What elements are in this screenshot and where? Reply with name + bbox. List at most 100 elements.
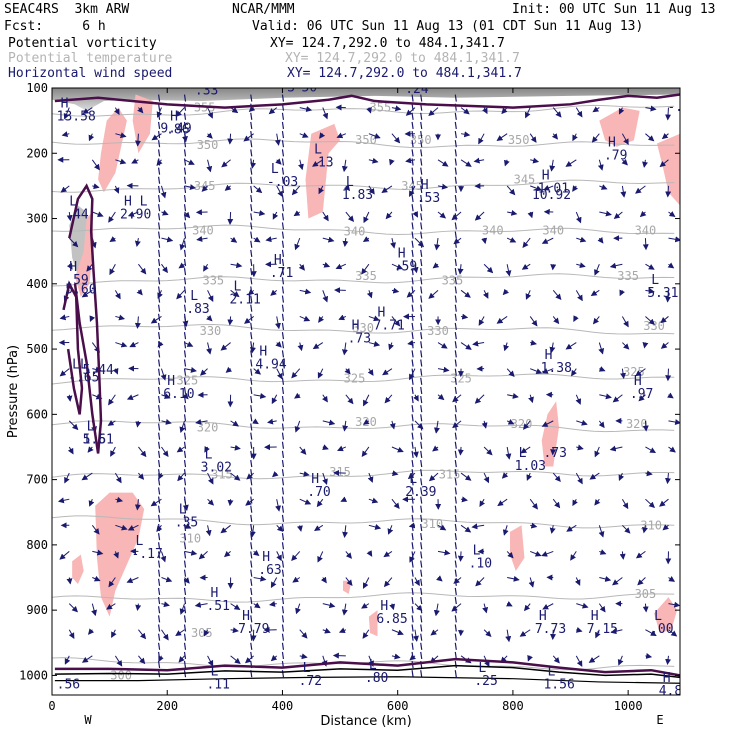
wind-vector (59, 368, 70, 377)
wind-vector (460, 496, 468, 503)
wind-vector-streak (250, 487, 253, 495)
hl-value: .44 (65, 207, 89, 222)
wind-vector (227, 499, 234, 507)
pink-region (98, 107, 127, 193)
wind-vector-streak (411, 258, 414, 267)
wind-vector (645, 288, 655, 294)
wind-vector-streak (411, 542, 414, 550)
wind-vector-streak (454, 533, 457, 541)
wind-vector-streak (420, 496, 423, 504)
wind-vector-streak (157, 295, 161, 303)
wind-vector-streak (183, 478, 187, 486)
wind-vector (91, 159, 100, 171)
wind-vector (194, 601, 208, 608)
wind-vector-streak (454, 204, 457, 212)
hl-letter: L (233, 279, 241, 294)
wind-vector (115, 341, 128, 348)
wind-vector (475, 577, 485, 587)
wind-vector (294, 420, 301, 433)
wind-vector (530, 157, 540, 164)
wind-vector (337, 445, 347, 452)
wind-vector (576, 602, 589, 609)
hl-letter: H (242, 609, 250, 624)
wind-vector-streak (250, 140, 253, 148)
wind-vector (609, 262, 623, 269)
wind-vector-streak (157, 478, 161, 486)
wind-vector-streak (281, 140, 285, 148)
wind-vector (610, 628, 623, 635)
wind-vector-streak (454, 560, 457, 568)
wind-vector-streak (411, 560, 414, 568)
wind-vector (224, 550, 231, 558)
wind-vector (127, 524, 139, 531)
wind-vector-streak (411, 322, 414, 331)
wind-vector-streak (420, 277, 423, 285)
wind-vector (382, 368, 393, 376)
wind-vector (115, 524, 128, 531)
hl-letter: L (87, 420, 95, 435)
wind-vector-streak (250, 249, 253, 257)
wind-vector-streak (157, 533, 161, 541)
wind-vector-streak (411, 514, 414, 522)
wind-vector-streak (250, 633, 253, 641)
wind-vector-streak (157, 130, 161, 139)
wind-vector-streak (411, 505, 414, 513)
wind-vector-streak (281, 469, 285, 477)
wind-vector (530, 522, 538, 529)
wind-vector (113, 185, 120, 194)
wind-vector (299, 653, 308, 660)
wind-vector (220, 524, 231, 534)
wind-vector-streak (420, 240, 423, 248)
wind-vector-streak (281, 569, 285, 577)
wind-vector (590, 289, 600, 297)
wind-vector (317, 368, 324, 379)
wind-vector-streak (250, 350, 253, 358)
wind-vector-streak (157, 414, 161, 422)
wind-vector (134, 133, 141, 147)
wind-vector (598, 603, 606, 613)
wind-vector-streak (250, 213, 253, 221)
wind-vector (336, 132, 347, 139)
wind-vector (112, 367, 119, 375)
wind-vector-streak (454, 569, 457, 577)
wind-vector-streak (420, 304, 423, 312)
wind-vector (294, 237, 301, 251)
wind-vector-streak (157, 606, 161, 614)
wind-vector-streak (454, 469, 457, 477)
wind-vector-streak (183, 204, 187, 212)
wind-vector-streak (411, 94, 414, 102)
wind-vector-streak (250, 286, 253, 294)
wind-vector-streak (183, 377, 187, 385)
wind-vector-streak (281, 414, 285, 422)
wind-vector (460, 289, 471, 298)
wind-vector-streak (250, 313, 253, 321)
wind-vector-streak (157, 395, 161, 404)
wind-vector-streak (411, 496, 414, 504)
wind-vector-streak (454, 441, 457, 449)
wind-vector (134, 316, 141, 329)
theta-label: 315 (439, 467, 461, 481)
wind-vector (138, 263, 147, 275)
wind-vector (428, 289, 439, 299)
hl-value: 4 (353, 77, 361, 92)
wind-vector (460, 107, 470, 115)
hl-letter: L (369, 658, 377, 673)
wind-vector (268, 107, 278, 115)
wind-vector-streak (183, 597, 187, 605)
x-tick-label: 200 (156, 699, 178, 713)
wind-vector-streak (281, 313, 285, 321)
hl-value: .53 (417, 191, 440, 206)
hl-value: 5.44 (83, 363, 114, 378)
x-axis-title: Distance (km) (320, 714, 411, 729)
wind-vector-streak (250, 597, 253, 605)
theta-label: 320 (511, 417, 533, 431)
theta-contour (52, 138, 675, 149)
wind-vector-streak (420, 140, 423, 148)
wind-vector-streak (454, 350, 457, 358)
wind-vector-streak (411, 368, 414, 376)
wind-vector-streak (183, 332, 187, 340)
wind-vector (246, 472, 254, 480)
wind-vector (659, 498, 669, 507)
wind-vector (179, 603, 186, 615)
wind-vector (366, 550, 373, 557)
